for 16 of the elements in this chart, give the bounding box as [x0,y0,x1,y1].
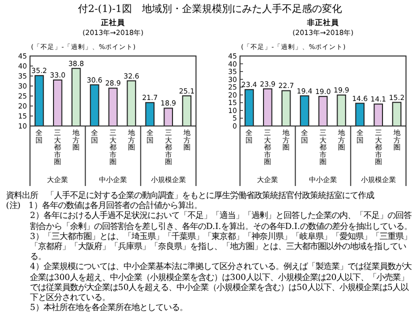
text: (注) 1）各年の数値は各月回答者の合計値から算出。 [6,200,203,210]
bar [318,96,328,126]
bar [244,89,254,126]
text: 3）「三大都市圏」とは、「埼玉県」「千葉県」「東京都」「神奈川県」「岐阜県」「愛知県」「三重県」「京都府」「大阪府」「兵庫県」「奈良県」を指し、「地方圏」とは、三大都市圏以外の地域を指している。 [29,230,412,262]
text: 2）各年における人手過不足状況において「不足」「適当」「過剰」と回答した企業の内、「不足」の回答割合から「余剰」の回答割合を差し引き、各年のD.I.を算出。その各年D.I.の数値の差分を抽出している。 [29,210,414,231]
text: 5）本社所在地を各企業所在地としている。 [29,302,188,312]
bar [281,90,291,126]
bar [336,94,346,126]
bar [355,102,365,126]
bar [374,104,383,126]
text: 4）企業規模については、中小企業基本法に準拠して区分されている。例えば「製造業」では従業員数が大企業は300人を超え、中小企業（小規模企業を含む）は300人以下、小規模企業は20人以下、「小売業」では従業員数が大企業は50人を超える、中小企業（小規模企業を含む）は50人以下、小規模企業は5人以下と区分されている。 [29,261,412,302]
text: 付2-(1)-1図 地域別・企業規模別にみた人手不足感の変化 [77,2,343,16]
bar [263,88,272,126]
bar [300,95,310,126]
text: 資料出所 「人手不足に対する企業の動向調査」をもとに厚生労働省政策統括官付政策統括室にて作成 [6,190,376,200]
bar [392,102,402,126]
